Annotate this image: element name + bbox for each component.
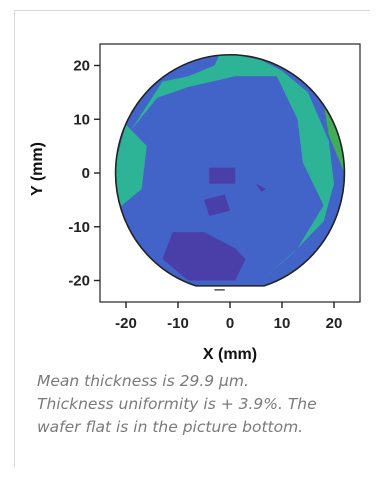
x-tick-label: 0 (226, 315, 234, 332)
caption-line-1: Mean thickness is 29.9 μm. (37, 372, 249, 390)
region-low-thickness-center (209, 167, 236, 184)
x-tick-label: -20 (115, 315, 137, 332)
region-low-thickness-mid (204, 194, 230, 216)
y-tick-label: 10 (73, 111, 90, 128)
thickness-map-chart: -20 -10 0 10 20 20 10 0 -10 -20 X (mm) Y (mm) (29, 43, 361, 363)
region-low-thickness-lower (162, 232, 246, 281)
x-tick-label: -10 (167, 315, 189, 332)
x-tick-label: 10 (274, 315, 291, 332)
wafer-outline (114, 54, 346, 287)
x-axis-title: X (mm) (203, 346, 257, 363)
figure-caption: Mean thickness is 29.9 μm. Thickness uni… (37, 370, 367, 439)
caption-line-3: wafer flat is in the picture bottom. (37, 418, 304, 436)
region-left-green-edge (115, 124, 147, 211)
caption-line-2: Thickness uniformity is + 3.9%. The (37, 395, 317, 413)
y-tick-label: -10 (68, 219, 90, 236)
y-tick-label: 20 (73, 58, 90, 75)
y-tick-label: -20 (68, 273, 90, 290)
wafer-map (115, 54, 345, 286)
y-tick-label: 0 (82, 165, 90, 182)
y-axis-title: Y (mm) (29, 142, 46, 196)
frame-rule-top (14, 10, 370, 11)
x-tick-label: 20 (326, 315, 343, 332)
region-low-thickness-speck (256, 183, 267, 192)
frame-rule-left (14, 10, 15, 467)
